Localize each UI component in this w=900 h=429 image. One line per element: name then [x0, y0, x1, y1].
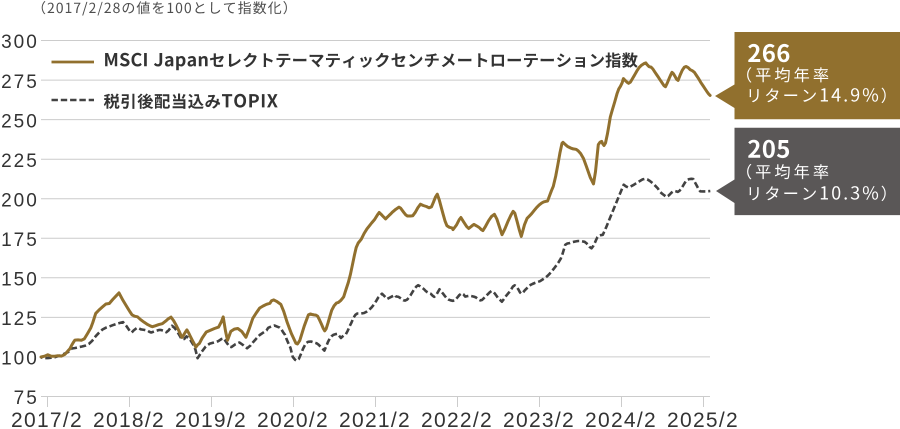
svg-text:2022/2: 2022/2	[421, 409, 493, 429]
svg-text:2024/2: 2024/2	[585, 409, 657, 429]
svg-text:175: 175	[1, 230, 39, 251]
svg-text:2023/2: 2023/2	[503, 409, 575, 429]
svg-text:125: 125	[1, 309, 39, 330]
svg-text:275: 275	[1, 72, 39, 93]
svg-text:2019/2: 2019/2	[175, 409, 247, 429]
svg-text:75: 75	[14, 388, 39, 409]
svg-text:2025/2: 2025/2	[667, 409, 739, 429]
svg-text:225: 225	[1, 151, 39, 172]
svg-text:200: 200	[1, 190, 39, 211]
svg-text:150: 150	[1, 270, 39, 291]
svg-text:2020/2: 2020/2	[257, 409, 329, 429]
svg-text:100: 100	[1, 349, 39, 370]
svg-text:250: 250	[1, 111, 39, 132]
svg-text:2017/2: 2017/2	[11, 409, 83, 429]
svg-text:2021/2: 2021/2	[339, 409, 411, 429]
svg-text:300: 300	[1, 32, 39, 53]
svg-text:2018/2: 2018/2	[93, 409, 165, 429]
